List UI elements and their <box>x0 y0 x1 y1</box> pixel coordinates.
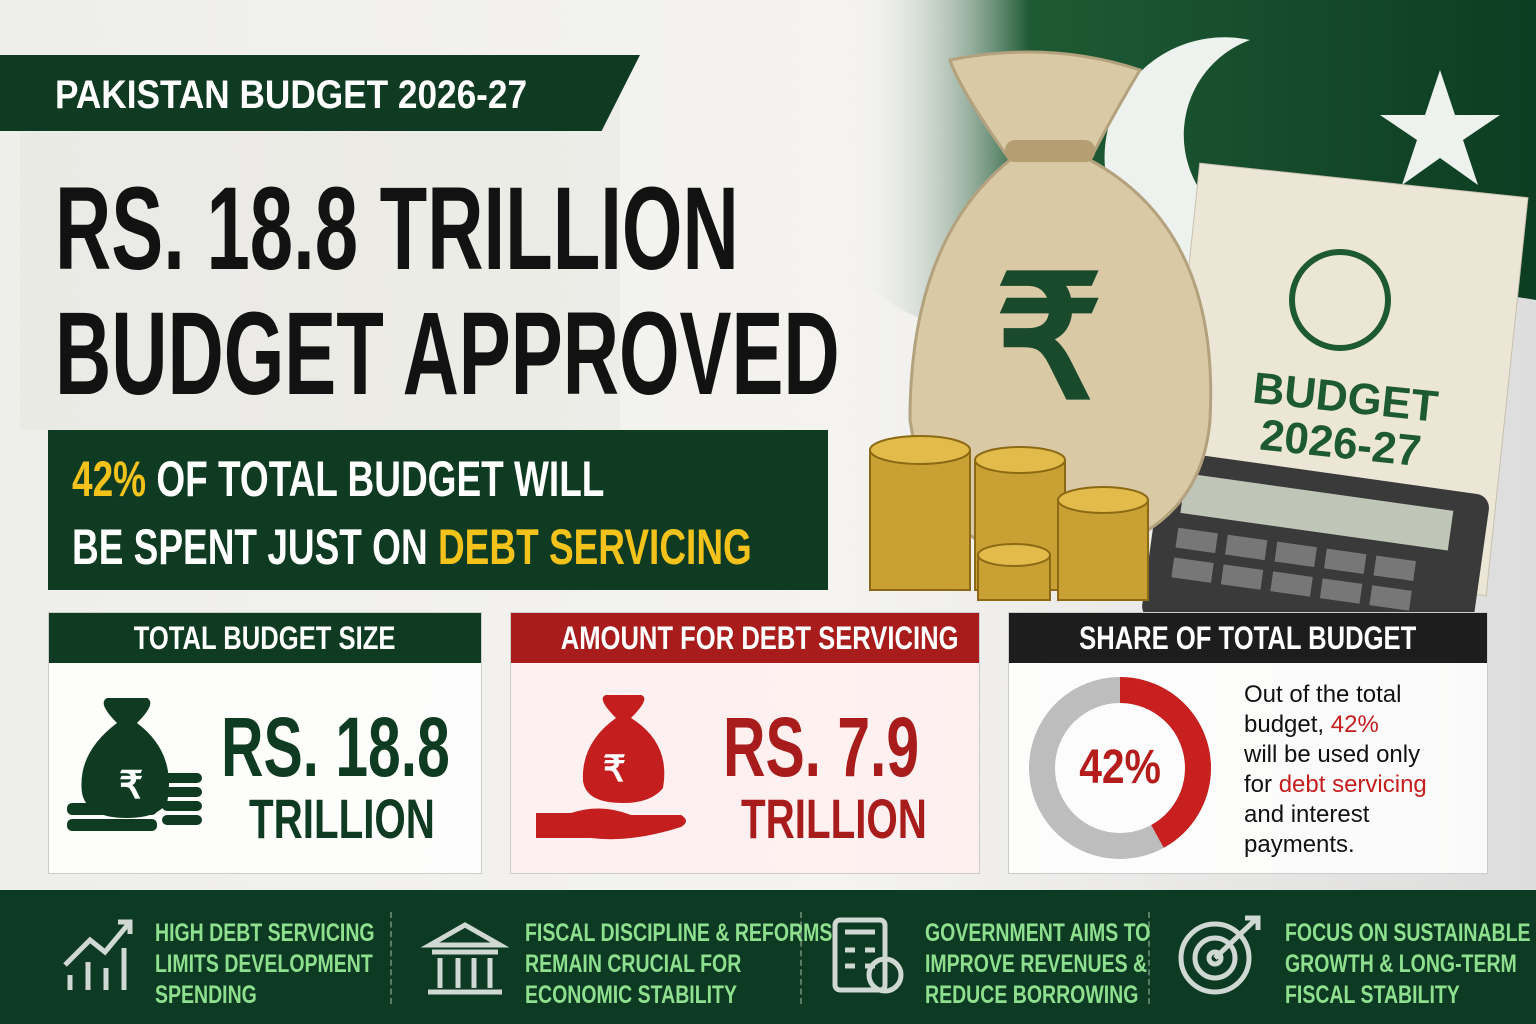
title-line: RS. 18.8 TRILLION <box>55 170 1091 288</box>
footer-text: GOVERNMENT AIMS TO <box>925 919 1151 947</box>
separator <box>390 912 392 1004</box>
footer-text: REDUCE BORROWING <box>925 981 1139 1009</box>
highlight-emphasis: DEBT SERVICING <box>437 519 752 575</box>
donut-segment <box>1029 677 1211 859</box>
text: and interest <box>1244 801 1370 828</box>
tag-text: PAKISTAN BUDGET 2026-27 <box>55 73 528 117</box>
footer-item: FISCAL DISCIPLINE & REFORMS REMAIN CRUCIA… <box>525 918 919 1011</box>
text: payments. <box>1244 831 1355 858</box>
card-amount: RS. 18.8 <box>221 705 548 789</box>
footer-text: LIMITS DEVELOPMENT <box>155 950 373 978</box>
donut-label-text: 42% <box>1079 741 1161 794</box>
footer-text: SPENDING <box>155 981 257 1009</box>
card-header: SHARE OF TOTAL BUDGET <box>1009 613 1487 663</box>
footer-text: FISCAL STABILITY <box>1285 981 1460 1009</box>
title-text: RS. 18.8 TRILLION <box>55 163 739 295</box>
text-emphasis: 42% <box>1330 711 1379 738</box>
text: budget, <box>1244 711 1331 738</box>
text: will be used only <box>1244 741 1421 768</box>
footer-text: FISCAL DISCIPLINE & REFORMS <box>525 919 833 947</box>
tag-banner: PAKISTAN BUDGET 2026-27 <box>0 55 640 131</box>
icon-symbol: ₹ <box>119 765 144 807</box>
donut-chart <box>1029 677 1211 859</box>
separator <box>1148 912 1150 1004</box>
footer-text: ECONOMIC STABILITY <box>525 981 737 1009</box>
highlight-text: BE SPENT JUST ON <box>72 519 438 575</box>
card: AMOUNT FOR DEBT SERVICING ₹ RS. 7.9 TRIL… <box>510 612 980 874</box>
highlight-box: 42% OF TOTAL BUDGET WILL BE SPENT JUST O… <box>48 430 828 590</box>
donut-label: 42% <box>1020 740 1220 795</box>
card-header: AMOUNT FOR DEBT SERVICING <box>511 613 979 663</box>
text-emphasis: debt servicing <box>1278 771 1427 798</box>
money-icon <box>67 698 202 831</box>
card-amount: RS. 7.9 <box>723 705 1003 789</box>
amount-text: RS. 7.9 <box>723 700 920 794</box>
card-title: AMOUNT FOR DEBT SERVICING <box>560 620 959 656</box>
text: for <box>1244 771 1279 798</box>
card-title: TOTAL BUDGET SIZE <box>134 620 396 656</box>
amount-text: RS. 18.8 <box>221 700 450 794</box>
card-unit: TRILLION <box>741 791 999 847</box>
highlight-text: OF TOTAL BUDGET WILL <box>146 451 605 507</box>
footer <box>0 890 1536 1024</box>
footer-item: FOCUS ON SUSTAINABLE GROWTH & LONG-TERM FI… <box>1285 918 1536 1011</box>
text: Out of the total <box>1244 681 1402 708</box>
share-text: Out of the total budget, 42% will be use… <box>1244 680 1427 860</box>
footer-text: REMAIN CRUCIAL FOR <box>525 950 742 978</box>
title-text: BUDGET APPROVED <box>55 288 840 420</box>
footer-item: HIGH DEBT SERVICING LIMITS DEVELOPMENT SPE… <box>155 918 437 1011</box>
separator <box>800 912 802 1004</box>
card-header: TOTAL BUDGET SIZE <box>49 613 481 663</box>
footer-text: IMPROVE REVENUES & <box>925 950 1148 978</box>
footer-text: FOCUS ON SUSTAINABLE <box>1285 919 1531 947</box>
hand-icon <box>536 695 686 840</box>
footer-item: GOVERNMENT AIMS TO IMPROVE REVENUES & REDU… <box>925 918 1214 1011</box>
bag-symbol: ₹ <box>995 244 1104 434</box>
footer-text: HIGH DEBT SERVICING <box>155 919 375 947</box>
icon-symbol: ₹ <box>603 748 626 789</box>
footer-text: GROWTH & LONG-TERM <box>1285 950 1517 978</box>
book-label: BUDGET 2026-27 <box>1246 364 1440 477</box>
footer-icons <box>63 915 1261 995</box>
card-title: SHARE OF TOTAL BUDGET <box>1079 620 1417 656</box>
unit-text: TRILLION <box>249 787 435 850</box>
title-line: BUDGET APPROVED <box>55 295 1244 413</box>
highlight-percent: 42% <box>72 451 147 507</box>
unit-text: TRILLION <box>741 787 927 850</box>
card-unit: TRILLION <box>249 791 507 847</box>
card: TOTAL BUDGET SIZE ₹ RS. 18.8 TRILLION <box>48 612 482 874</box>
